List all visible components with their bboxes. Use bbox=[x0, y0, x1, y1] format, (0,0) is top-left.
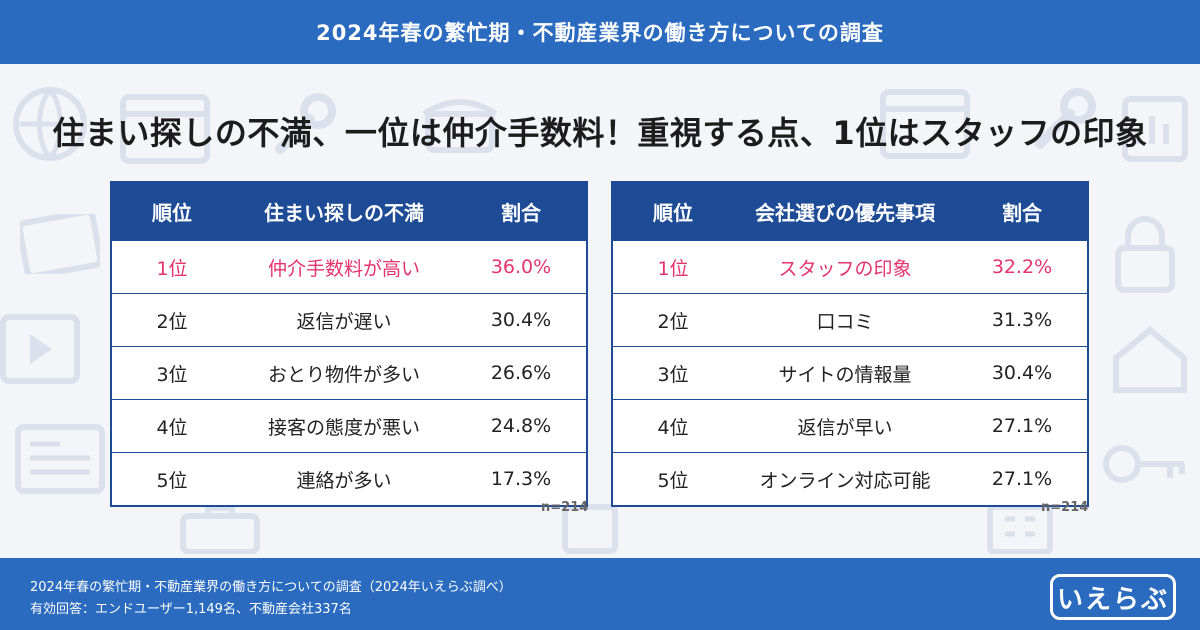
lock-icon bbox=[1115, 216, 1175, 293]
rank-cell: 1位 bbox=[111, 240, 232, 294]
header-pct: 割合 bbox=[957, 182, 1088, 241]
rank-cell: 5位 bbox=[111, 452, 232, 506]
table-row: 2位 口コミ 31.3% bbox=[612, 293, 1088, 347]
building-icon bbox=[987, 504, 1053, 554]
footer-source: 2024年春の繁忙期・不動産業界の働き方についての調査（2024年いえらぶ調べ） bbox=[30, 580, 512, 595]
rank-cell: 4位 bbox=[612, 399, 733, 453]
rank-cell: 2位 bbox=[111, 293, 232, 347]
item-cell: おとり物件が多い bbox=[232, 346, 456, 400]
sample-size-note: n=214 bbox=[1041, 500, 1089, 515]
rank-cell: 1位 bbox=[612, 240, 733, 294]
table-row: 1位 仲介手数料が高い 36.0% bbox=[111, 240, 587, 294]
item-cell: 返信が早い bbox=[733, 399, 957, 453]
header-item: 住まい探しの不満 bbox=[232, 182, 456, 241]
pct-cell: 30.4% bbox=[456, 293, 587, 347]
header-item: 会社選びの優先事項 bbox=[733, 182, 957, 241]
item-cell: サイトの情報量 bbox=[733, 346, 957, 400]
item-cell: 接客の態度が悪い bbox=[232, 399, 456, 453]
item-cell: スタッフの印象 bbox=[733, 240, 957, 294]
item-cell: オンライン対応可能 bbox=[733, 452, 957, 506]
wrench-icon bbox=[1035, 88, 1096, 149]
chart-icon bbox=[1122, 96, 1188, 162]
table-header-row: 順位 会社選びの優先事項 割合 bbox=[612, 182, 1088, 241]
pct-cell: 24.8% bbox=[456, 399, 587, 453]
table-row: 3位 サイトの情報量 30.4% bbox=[612, 346, 1088, 400]
table-row: 4位 返信が早い 27.1% bbox=[612, 399, 1088, 453]
table-row: 4位 接客の態度が悪い 24.8% bbox=[111, 399, 587, 453]
header-pct: 割合 bbox=[456, 182, 587, 241]
briefcase-icon bbox=[180, 505, 260, 554]
phone-icon bbox=[422, 99, 498, 153]
brand-logo: いえらぶ bbox=[1050, 574, 1176, 620]
banner-title: 2024年春の繁忙期・不動産業界の働き方についての調査 bbox=[316, 21, 884, 45]
pct-cell: 32.2% bbox=[957, 240, 1088, 294]
footer: 2024年春の繁忙期・不動産業界の働き方についての調査（2024年いえらぶ調べ）… bbox=[0, 558, 1200, 630]
priorities-table: 順位 会社選びの優先事項 割合 1位 スタッフの印象 32.2% 2位 口コミ … bbox=[611, 181, 1089, 507]
pct-cell: 31.3% bbox=[957, 293, 1088, 347]
pct-cell: 30.4% bbox=[957, 346, 1088, 400]
pct-cell: 26.6% bbox=[456, 346, 587, 400]
table-row: 5位 オンライン対応可能 27.1% bbox=[612, 452, 1088, 506]
globe-icon bbox=[13, 87, 87, 161]
item-cell: 仲介手数料が高い bbox=[232, 240, 456, 294]
document-icon bbox=[562, 504, 618, 554]
header-rank: 順位 bbox=[612, 182, 733, 241]
rank-cell: 5位 bbox=[612, 452, 733, 506]
newspaper-icon bbox=[15, 424, 105, 494]
top-banner: 2024年春の繁忙期・不動産業界の働き方についての調査 bbox=[0, 0, 1200, 64]
item-cell: 口コミ bbox=[733, 293, 957, 347]
card-icon bbox=[20, 214, 100, 274]
background-pattern bbox=[0, 64, 1200, 558]
wrench-icon bbox=[275, 93, 336, 154]
rank-cell: 2位 bbox=[612, 293, 733, 347]
rank-cell: 4位 bbox=[111, 399, 232, 453]
rank-cell: 3位 bbox=[111, 346, 232, 400]
browser-window-icon bbox=[880, 89, 970, 159]
header-rank: 順位 bbox=[111, 182, 232, 241]
key-icon bbox=[1103, 445, 1185, 483]
pct-cell: 27.1% bbox=[957, 452, 1088, 506]
rank-cell: 3位 bbox=[612, 346, 733, 400]
pct-cell: 17.3% bbox=[456, 452, 587, 506]
table-header-row: 順位 住まい探しの不満 割合 bbox=[111, 182, 587, 241]
table-row: 5位 連絡が多い 17.3% bbox=[111, 452, 587, 506]
footer-respondents: 有効回答：エンドユーザー1,149名、不動産会社337名 bbox=[30, 602, 352, 617]
table-row: 3位 おとり物件が多い 26.6% bbox=[111, 346, 587, 400]
table-row: 1位 スタッフの印象 32.2% bbox=[612, 240, 1088, 294]
sample-size-note: n=214 bbox=[541, 500, 589, 515]
video-icon bbox=[0, 314, 80, 384]
table-row: 2位 返信が遅い 30.4% bbox=[111, 293, 587, 347]
item-cell: 連絡が多い bbox=[232, 452, 456, 506]
browser-window-icon bbox=[120, 94, 210, 164]
pct-cell: 36.0% bbox=[456, 240, 587, 294]
headline: 住まい探しの不満、一位は仲介手数料！重視する点、1位はスタッフの印象 bbox=[52, 114, 1148, 152]
complaints-table: 順位 住まい探しの不満 割合 1位 仲介手数料が高い 36.0% 2位 返信が遅… bbox=[110, 181, 588, 507]
pct-cell: 27.1% bbox=[957, 399, 1088, 453]
house-icon bbox=[1113, 326, 1187, 393]
item-cell: 返信が遅い bbox=[232, 293, 456, 347]
